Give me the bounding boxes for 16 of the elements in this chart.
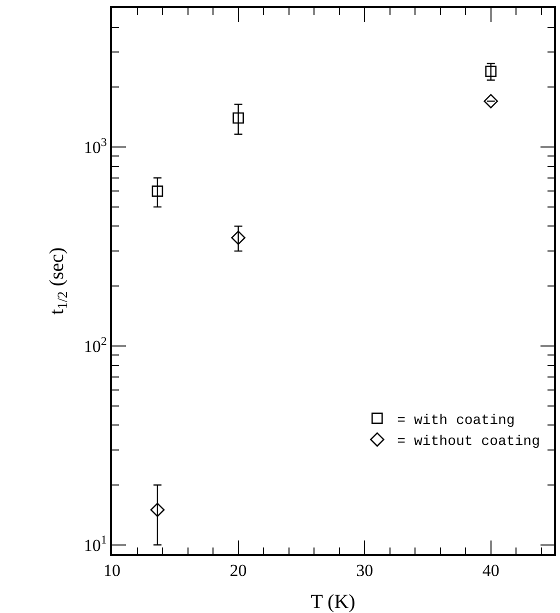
y-tick-label: 10$^{2}$: [84, 334, 107, 356]
point: [485, 66, 497, 78]
legend-label: = with coating: [397, 412, 515, 429]
point: [484, 94, 498, 108]
point: [152, 186, 164, 197]
y-tick-label: 10$^{1}$: [84, 532, 107, 555]
x-tick-label: 20: [230, 561, 247, 580]
legend-label: = without coating: [397, 434, 540, 450]
point: [232, 112, 244, 124]
point: [231, 230, 246, 245]
point: [150, 502, 165, 518]
x-tick-label: 10: [104, 561, 120, 580]
x-tick-label: 30: [356, 561, 374, 580]
x-tick-label: 40: [482, 561, 500, 580]
y-tick-label: 10$^{3}$: [84, 134, 107, 157]
x-axis-title: T (K): [310, 591, 356, 613]
